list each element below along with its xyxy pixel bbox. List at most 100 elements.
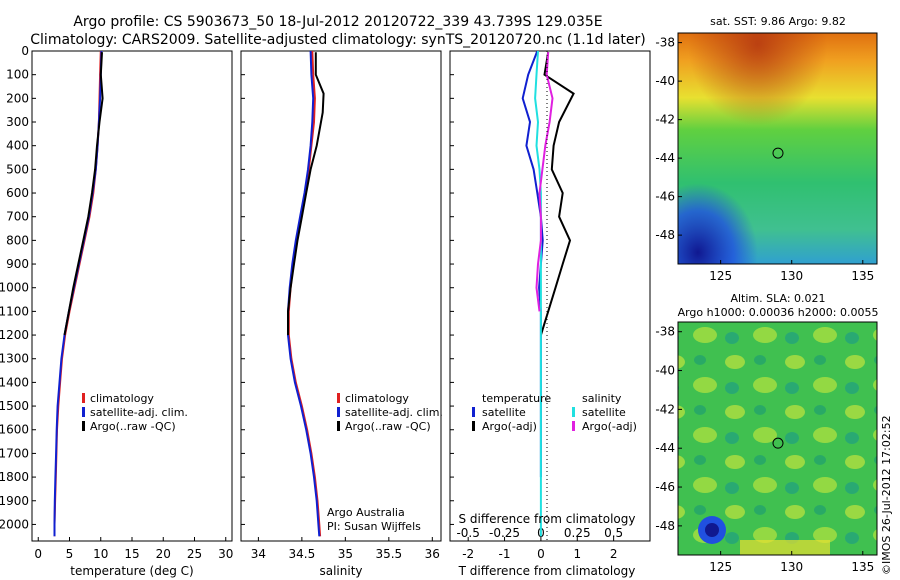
- figure-title: Argo profile: CS 5903673_50 18-Jul-2012 …: [73, 14, 602, 30]
- x-tick-label: 34: [251, 547, 266, 561]
- x-tick-label: 1: [573, 547, 581, 561]
- legend-swatch-climatology: [337, 393, 340, 403]
- x-tick-label: 35.5: [375, 547, 402, 561]
- series-line: [287, 52, 325, 336]
- argo-location-marker: [772, 147, 784, 159]
- map-x-tick-label: 135: [851, 560, 874, 574]
- x-tick-label: -1: [499, 547, 511, 561]
- map-x-tick-label: 125: [709, 269, 732, 283]
- depth-tick-label: 1400: [0, 375, 29, 389]
- depth-tick-label: 0: [21, 44, 29, 58]
- legend-swatch-t-argo: [472, 421, 475, 431]
- legend-heading: salinity: [582, 392, 622, 405]
- sla-map-frame: [677, 321, 878, 556]
- depth-tick-label: 600: [6, 186, 29, 200]
- x-tick-label: 34.5: [289, 547, 316, 561]
- x-tick-label: 15: [124, 547, 139, 561]
- map-x-tick-label: 130: [780, 269, 803, 283]
- x-tick-label: 5: [66, 547, 74, 561]
- sla-high-strip: [740, 540, 830, 555]
- sla-map-subtitle: Argo h1000: 0.00036 h2000: 0.0055: [678, 306, 879, 319]
- depth-tick-label: 1900: [0, 494, 29, 508]
- map-y-tick-label: -48: [655, 228, 675, 242]
- pi-note: PI: Susan Wijffels: [327, 520, 421, 533]
- legend-swatch-satellite: [82, 407, 85, 417]
- difference-xlabel: T difference from climatology: [458, 564, 636, 578]
- legend-label: Argo(-adj): [482, 420, 537, 433]
- map-y-tick-label: -44: [655, 151, 675, 165]
- sla-low-core: [705, 523, 719, 537]
- map-y-tick-label: -40: [655, 364, 675, 378]
- temperature-series: [53, 51, 104, 537]
- legend-swatch-s-argo: [572, 421, 575, 431]
- depth-tick-label: 100: [6, 68, 29, 82]
- x2-tick-label: 0.25: [564, 526, 591, 540]
- series-line: [53, 51, 102, 537]
- depth-tick-label: 1800: [0, 470, 29, 484]
- map-y-tick-label: -42: [655, 113, 675, 127]
- depth-tick-label: 2000: [0, 517, 29, 531]
- legend-label: satellite: [582, 406, 626, 419]
- x2-tick-label: 0.5: [604, 526, 623, 540]
- map-x-tick-label: 125: [709, 560, 732, 574]
- sst-map-title: sat. SST: 9.86 Argo: 9.82: [710, 15, 846, 28]
- argo-location-marker: [772, 437, 784, 449]
- difference-legend-salinity: salinity satellite Argo(-adj): [572, 392, 637, 433]
- salinity-panel-frame: [240, 50, 442, 542]
- map-y-tick-label: -38: [655, 36, 675, 50]
- x-tick-label: 0: [537, 547, 545, 561]
- x-tick-label: 36: [425, 547, 440, 561]
- depth-tick-label: 900: [6, 257, 29, 271]
- legend-swatch-argo: [337, 421, 340, 431]
- depth-tick-label: 300: [6, 115, 29, 129]
- legend-label: satellite: [482, 406, 526, 419]
- depth-tick-label: 1300: [0, 352, 29, 366]
- x-tick-label: 30: [218, 547, 233, 561]
- difference-legend-temperature: temperature satellite Argo(-adj): [472, 392, 551, 433]
- legend-swatch-s-satellite: [572, 407, 575, 417]
- temperature-panel-frame: [31, 50, 233, 542]
- x2-tick-label: -0.25: [489, 526, 520, 540]
- difference-panel-frame: [449, 50, 651, 542]
- depth-tick-label: 1500: [0, 399, 29, 413]
- depth-tick-label: 800: [6, 233, 29, 247]
- map-y-tick-label: -42: [655, 402, 675, 416]
- map-y-tick-label: -46: [655, 190, 675, 204]
- series-line: [53, 51, 103, 537]
- depth-tick-label: 1600: [0, 423, 29, 437]
- x-tick-label: 2: [610, 547, 618, 561]
- x2-tick-label: -0.5: [456, 526, 479, 540]
- legend-label: Argo(-adj): [582, 420, 637, 433]
- map-y-tick-label: -40: [655, 74, 675, 88]
- legend-label: satellite-adj. clim.: [90, 406, 188, 419]
- x-tick-label: 25: [187, 547, 202, 561]
- salinity-xlabel: salinity: [319, 564, 362, 578]
- legend-label: satellite-adj. clim.: [345, 406, 443, 419]
- legend-label: Argo(..raw -QC): [90, 420, 176, 433]
- sst-map-frame: [677, 32, 878, 265]
- map-y-tick-label: -48: [655, 519, 675, 533]
- x-tick-label: 20: [156, 547, 171, 561]
- map-y-tick-label: -46: [655, 480, 675, 494]
- depth-tick-label: 1700: [0, 446, 29, 460]
- legend-swatch-climatology: [82, 393, 85, 403]
- depth-tick-label: 500: [6, 162, 29, 176]
- map-y-tick-label: -38: [655, 325, 675, 339]
- legend-label: Argo(..raw -QC): [345, 420, 431, 433]
- depth-tick-label: 1200: [0, 328, 29, 342]
- depth-tick-label: 700: [6, 210, 29, 224]
- series-line: [63, 52, 104, 336]
- axis-ticks: 0100200300400500600700800900100011001200…: [0, 44, 623, 561]
- depth-tick-label: 1000: [0, 281, 29, 295]
- legend-swatch-t-satellite: [472, 407, 475, 417]
- footer-stamp: ©IMOS 26-Jul-2012 17:02:52: [880, 415, 893, 575]
- series-line: [534, 51, 542, 537]
- series-line: [539, 52, 575, 336]
- series-line: [287, 51, 322, 537]
- temperature-xlabel: temperature (deg C): [70, 564, 193, 578]
- difference-x2label: S difference from climatology: [459, 512, 636, 526]
- legend-swatch-satellite: [337, 407, 340, 417]
- x-tick-label: 35: [338, 547, 353, 561]
- map-x-tick-label: 135: [851, 269, 874, 283]
